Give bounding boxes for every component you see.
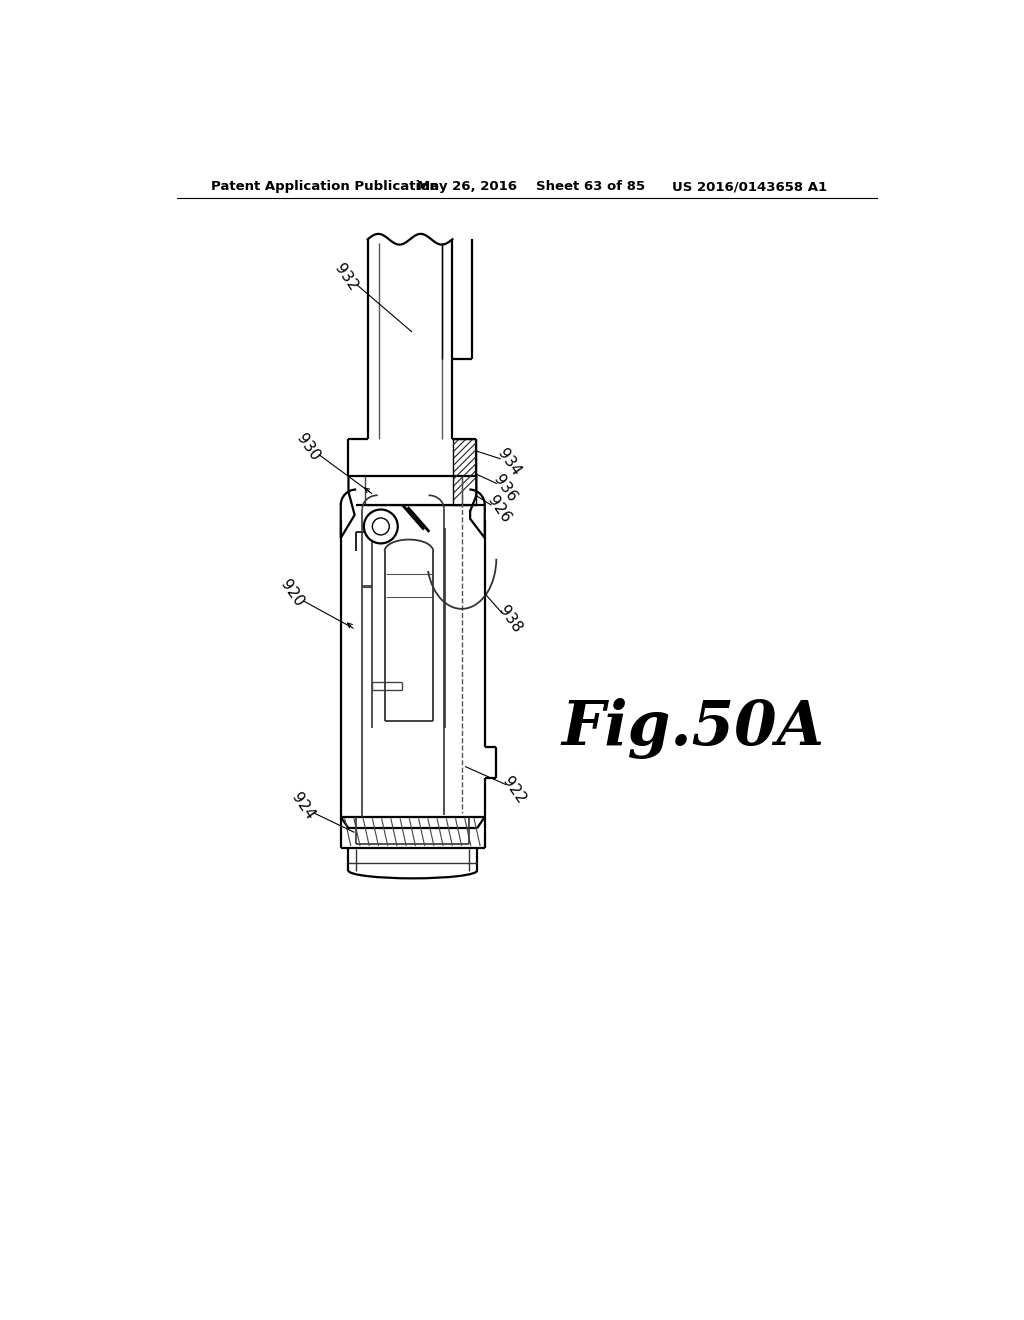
Text: 920: 920: [278, 577, 307, 610]
Text: 938: 938: [496, 603, 524, 635]
Text: 924: 924: [289, 791, 317, 822]
Text: 932: 932: [332, 261, 360, 294]
Text: 926: 926: [484, 494, 513, 525]
Text: May 26, 2016: May 26, 2016: [417, 181, 517, 194]
Text: 934: 934: [495, 446, 524, 479]
Text: Sheet 63 of 85: Sheet 63 of 85: [537, 181, 645, 194]
Text: Patent Application Publication: Patent Application Publication: [211, 181, 439, 194]
Circle shape: [373, 517, 389, 535]
Text: 936: 936: [490, 471, 519, 504]
Circle shape: [364, 510, 397, 544]
Polygon shape: [454, 440, 476, 506]
Text: US 2016/0143658 A1: US 2016/0143658 A1: [672, 181, 827, 194]
Text: 930: 930: [293, 430, 323, 463]
Polygon shape: [368, 239, 453, 440]
Text: 922: 922: [500, 774, 528, 807]
Text: Fig.50A: Fig.50A: [561, 698, 824, 759]
